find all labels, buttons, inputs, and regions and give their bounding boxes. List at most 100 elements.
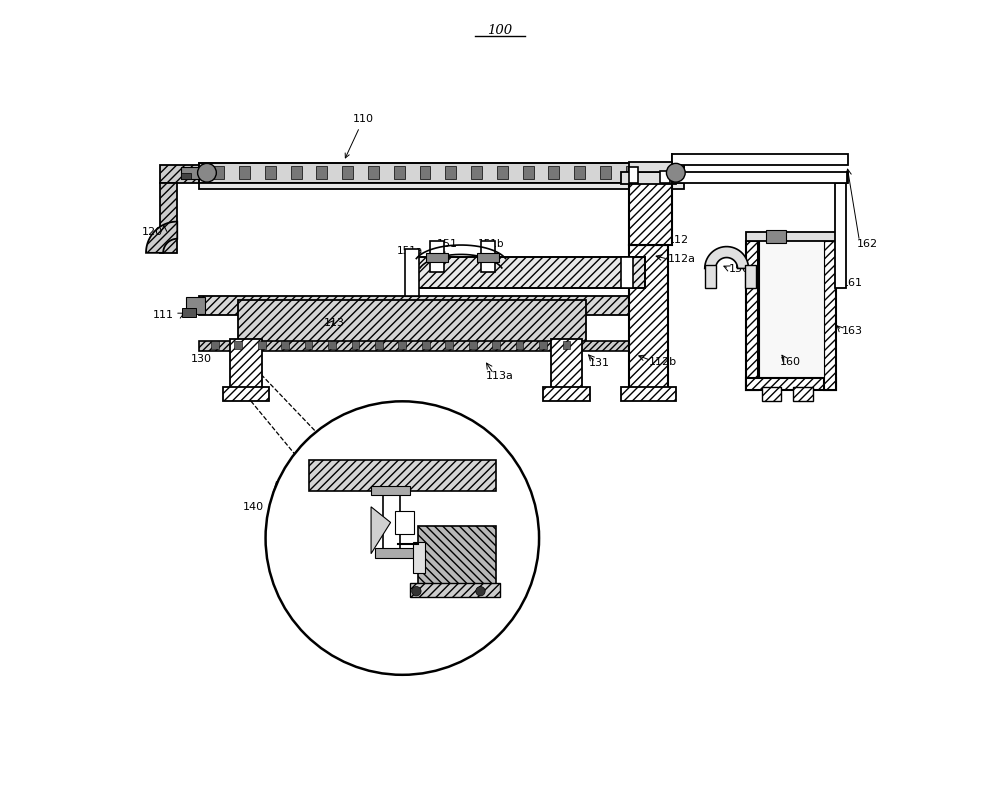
Text: 141: 141 <box>281 474 301 484</box>
Bar <box>181 167 201 179</box>
Bar <box>672 172 848 183</box>
Bar <box>413 542 425 573</box>
Text: 163: 163 <box>841 326 862 336</box>
Bar <box>181 173 191 179</box>
Bar <box>291 166 302 179</box>
Bar <box>238 300 586 342</box>
Bar <box>352 341 359 349</box>
Text: 113a: 113a <box>486 371 514 381</box>
Bar <box>410 582 500 597</box>
Bar <box>213 166 224 179</box>
Bar <box>420 166 430 179</box>
Bar <box>383 487 400 554</box>
Bar <box>835 183 846 288</box>
Bar <box>309 460 496 491</box>
Bar <box>492 341 500 349</box>
Text: 110: 110 <box>345 114 374 158</box>
Text: 142: 142 <box>281 533 301 542</box>
Bar <box>469 341 477 349</box>
Bar <box>234 341 242 349</box>
Bar <box>211 341 219 349</box>
Bar <box>328 341 336 349</box>
Bar <box>629 167 638 183</box>
Bar <box>316 166 327 179</box>
Text: 120: 120 <box>142 227 163 237</box>
Text: 131: 131 <box>589 358 610 368</box>
Bar <box>516 341 523 349</box>
Bar <box>445 341 453 349</box>
Bar <box>258 341 266 349</box>
Bar <box>422 341 430 349</box>
Text: 112: 112 <box>668 235 689 245</box>
Bar <box>471 166 482 179</box>
Circle shape <box>666 164 685 182</box>
Text: 143: 143 <box>281 513 301 523</box>
Circle shape <box>412 586 421 596</box>
Polygon shape <box>146 222 177 253</box>
Bar <box>543 387 590 401</box>
Text: 161: 161 <box>841 279 862 289</box>
Bar <box>705 264 716 288</box>
Bar <box>199 163 684 183</box>
Bar <box>621 172 676 184</box>
Bar <box>762 387 781 401</box>
Text: 160: 160 <box>780 357 801 367</box>
Text: 112a: 112a <box>668 254 696 264</box>
Bar <box>652 166 663 179</box>
Polygon shape <box>705 246 748 268</box>
Text: 130: 130 <box>191 354 212 364</box>
Bar <box>629 162 672 172</box>
Bar <box>629 245 668 390</box>
Text: 100: 100 <box>487 24 513 37</box>
Bar <box>551 338 582 390</box>
Bar <box>265 166 276 179</box>
Circle shape <box>198 164 216 182</box>
Bar <box>239 166 250 179</box>
Bar <box>398 341 406 349</box>
Circle shape <box>266 401 539 674</box>
Bar <box>629 183 672 245</box>
Bar <box>160 183 177 253</box>
Bar <box>426 253 448 262</box>
Bar <box>793 387 813 401</box>
Text: 112b: 112b <box>648 357 677 368</box>
Polygon shape <box>371 507 391 554</box>
Bar <box>539 341 547 349</box>
Bar <box>574 166 585 179</box>
Bar <box>746 241 758 390</box>
Bar <box>477 253 499 262</box>
Bar <box>342 166 353 179</box>
Text: 162: 162 <box>857 238 878 249</box>
Text: 150: 150 <box>729 264 750 274</box>
Bar <box>626 166 637 179</box>
Bar <box>523 166 534 179</box>
Bar <box>430 241 444 272</box>
Text: 151: 151 <box>436 238 457 249</box>
Bar <box>660 171 670 183</box>
Bar <box>759 238 824 377</box>
Bar <box>160 165 242 183</box>
Bar <box>281 341 289 349</box>
Bar <box>481 241 495 272</box>
Bar <box>182 308 196 317</box>
Bar <box>746 378 836 390</box>
Text: 140: 140 <box>243 502 264 512</box>
Text: 151b: 151b <box>477 238 504 249</box>
Bar <box>563 341 570 349</box>
Bar <box>445 166 456 179</box>
Bar <box>746 231 836 241</box>
Bar <box>406 257 645 288</box>
Text: 144: 144 <box>281 493 301 504</box>
Circle shape <box>476 586 485 596</box>
Bar <box>395 511 414 534</box>
Bar <box>305 341 312 349</box>
Bar <box>199 341 629 350</box>
Bar <box>766 230 786 242</box>
Bar <box>405 249 419 296</box>
Bar <box>418 527 496 589</box>
Bar <box>548 166 559 179</box>
Bar <box>672 153 848 165</box>
Bar <box>375 341 383 349</box>
Bar <box>621 387 676 401</box>
Text: 113: 113 <box>324 317 345 327</box>
